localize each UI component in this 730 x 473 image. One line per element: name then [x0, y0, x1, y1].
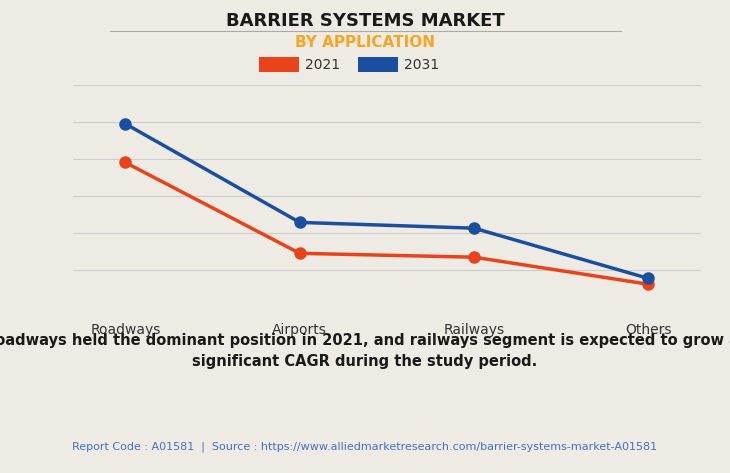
- Text: 2021: 2021: [305, 58, 340, 72]
- 2021: [644, 281, 653, 287]
- Line: 2021: 2021: [120, 157, 654, 290]
- Text: Report Code : A01581  |  Source : https://www.alliedmarketresearch.com/barrier-s: Report Code : A01581 | Source : https://…: [72, 441, 658, 452]
- 2021: [296, 251, 304, 256]
- 2031: [469, 225, 478, 231]
- Text: BARRIER SYSTEMS MARKET: BARRIER SYSTEMS MARKET: [226, 12, 504, 30]
- 2021: [469, 254, 478, 260]
- 2021: [121, 159, 130, 165]
- 2031: [296, 219, 304, 225]
- 2031: [644, 276, 653, 281]
- 2031: [121, 121, 130, 127]
- Text: BY APPLICATION: BY APPLICATION: [295, 35, 435, 51]
- Text: Roadways held the dominant position in 2021, and railways segment is expected to: Roadways held the dominant position in 2…: [0, 333, 730, 369]
- Text: 2031: 2031: [404, 58, 439, 72]
- Line: 2031: 2031: [120, 118, 654, 284]
